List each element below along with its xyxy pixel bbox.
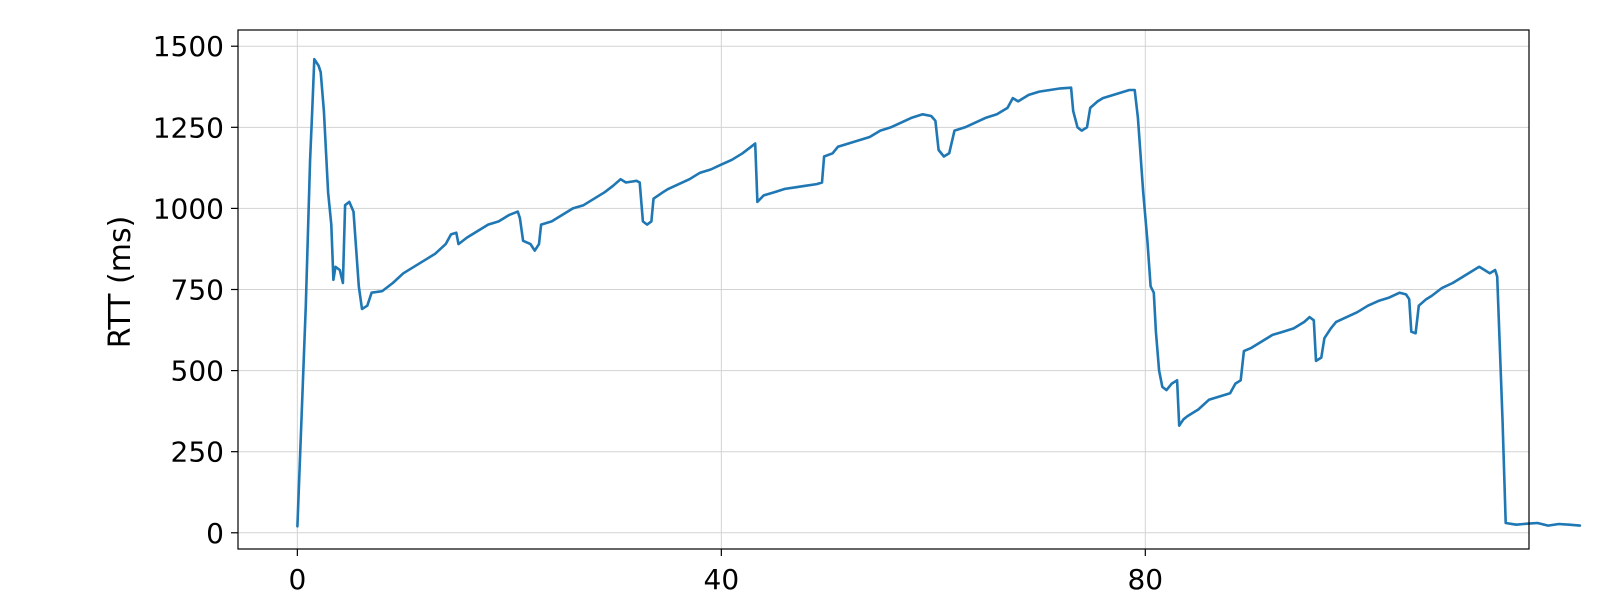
y-tick-label: 1000 (153, 192, 224, 225)
y-tick-label: 750 (171, 274, 224, 307)
y-tick-label: 250 (171, 436, 224, 469)
y-tick-label: 1500 (153, 30, 224, 63)
x-tick-label: 80 (1127, 563, 1163, 596)
y-tick-label: 0 (206, 517, 224, 550)
tick-layer: 0 250 500 750 1000 1250 1500 0 40 80 (153, 30, 1163, 596)
x-tick-label: 40 (704, 563, 740, 596)
x-tick-label: 0 (288, 563, 306, 596)
grid-layer (238, 30, 1529, 549)
line-layer (296, 57, 1582, 528)
y-axis-title: RTT (ms) (103, 216, 138, 349)
y-tick-label: 1250 (153, 111, 224, 144)
y-tick-label: 500 (171, 355, 224, 388)
rtt-series-line (296, 57, 1582, 528)
